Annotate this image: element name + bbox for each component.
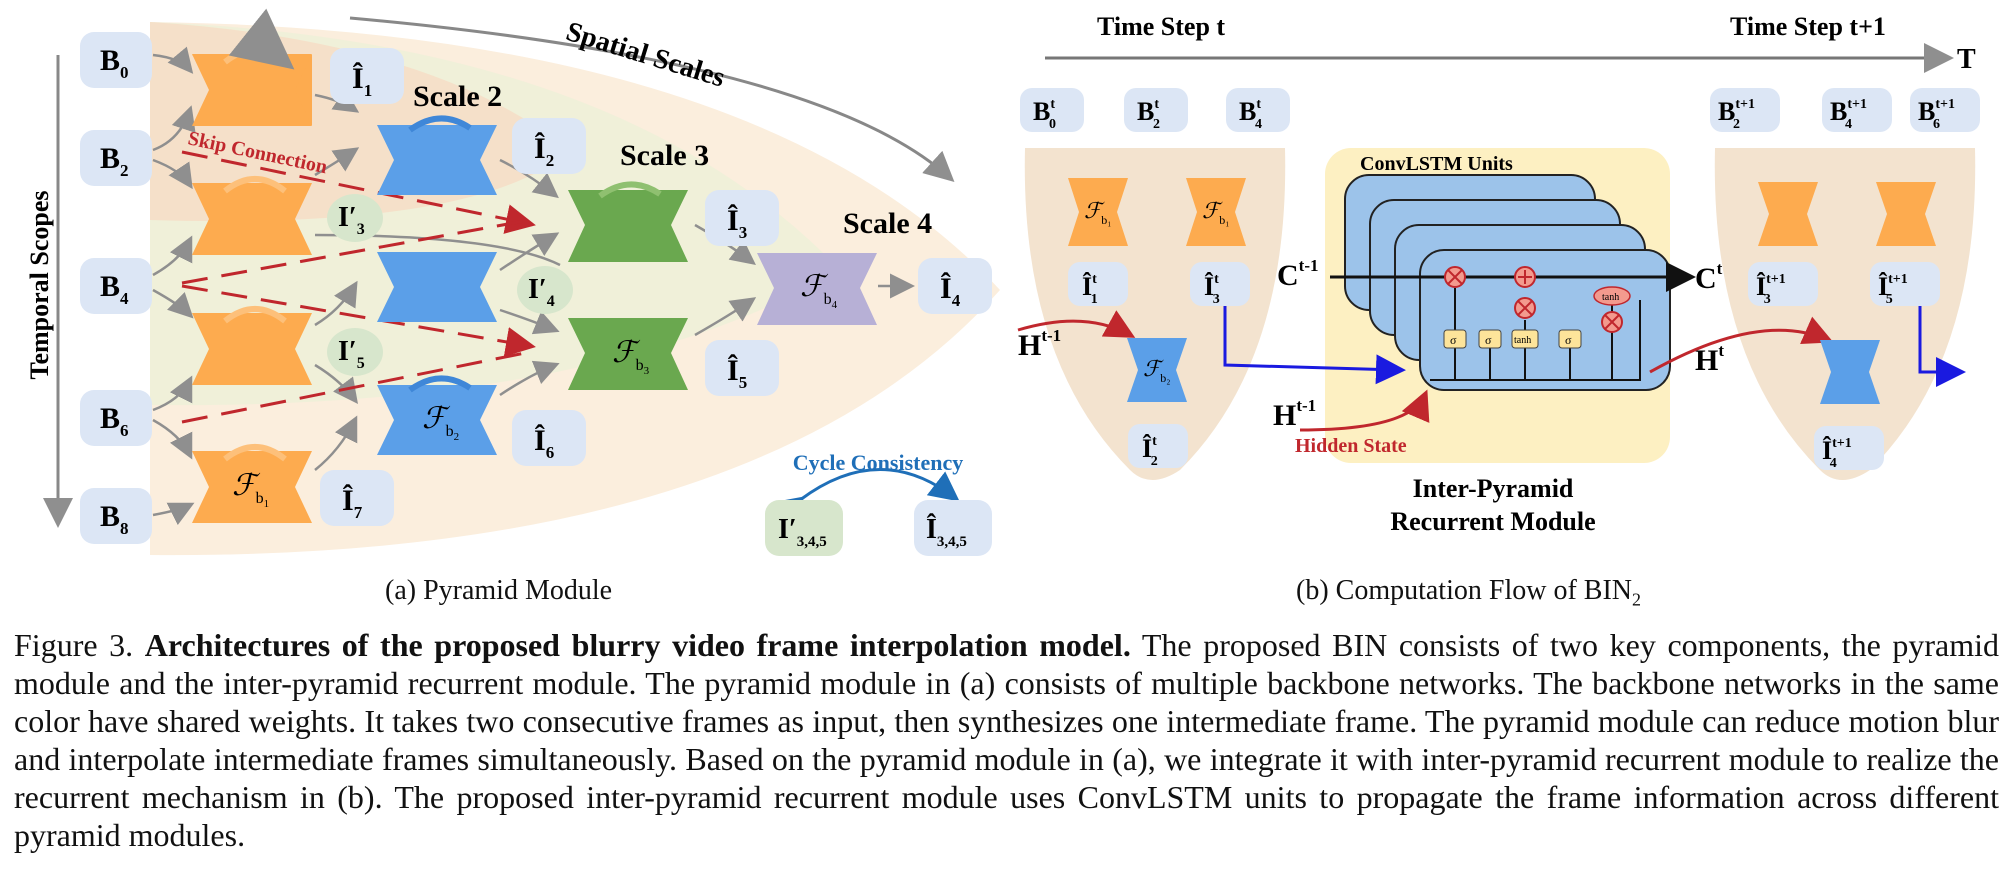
h-next: Ht <box>1695 341 1724 377</box>
subcaption-a: (a) Pyramid Module <box>385 575 613 606</box>
input-b6: B6 <box>100 402 129 440</box>
output-i3: Î3 <box>727 204 747 242</box>
svg-text:Ît2: Ît 2 <box>1142 434 1158 469</box>
lstm-ops <box>1443 266 1631 349</box>
sigma-3: σ <box>1565 333 1572 347</box>
backbone-green-1-shape <box>568 190 688 262</box>
input-t1-b4: Bt+1 4 <box>1830 97 1867 132</box>
tanh-1: tanh <box>1514 335 1531 346</box>
warped-i3: I′3 <box>338 202 365 238</box>
figure: Temporal Scopes Spatial Scales Scale 2 S… <box>25 8 1980 556</box>
c-next: Ct <box>1695 259 1723 295</box>
tanh-2: tanh <box>1602 292 1619 303</box>
panel-b: T Time Step t Time Step t+1 ConvLSTM Uni… <box>1017 12 1980 536</box>
time-axis-label: T <box>1957 44 1976 75</box>
svg-text:Ît1: Ît 1 <box>1082 272 1098 307</box>
scale4-label: Scale 4 <box>843 207 932 240</box>
input-b0: B0 <box>100 44 129 82</box>
caption-title: Architectures of the proposed blurry vid… <box>144 627 1131 663</box>
c-prev: Ct-1 <box>1277 256 1319 292</box>
cycle-output: Î3,4,5 <box>926 514 967 550</box>
caption-label: Figure 3. <box>14 627 134 663</box>
input-t-b4: Bt 4 <box>1239 97 1262 132</box>
input-b2: B2 <box>100 142 129 180</box>
h-prev-top: Ht-1 <box>1018 326 1061 362</box>
output-nodes <box>320 48 992 526</box>
caption-body: The proposed BIN consists of two key com… <box>14 627 2000 853</box>
b-net-blue <box>1127 338 1187 402</box>
output-i4: Î4 <box>940 272 961 310</box>
b-net-orange-1 <box>1068 178 1128 246</box>
sigma-2: σ <box>1485 333 1492 347</box>
module-title-2: Recurrent Module <box>1390 507 1595 536</box>
cycle-warped: I′3,4,5 <box>778 514 827 550</box>
figure-caption: Figure 3. Architectures of the proposed … <box>14 626 1999 854</box>
output-i7: Î7 <box>342 484 363 522</box>
blue-backbones <box>377 115 497 455</box>
warped-nodes <box>327 194 573 376</box>
panel-a: Temporal Scopes Spatial Scales Scale 2 S… <box>25 8 1000 556</box>
output-i1: Î1 <box>352 62 372 100</box>
scale3-label: Scale 3 <box>620 139 709 172</box>
h-prev-bottom: Ht-1 <box>1273 396 1316 432</box>
input-t1-b6: Bt+1 6 <box>1918 97 1955 132</box>
output-i2: Î2 <box>534 132 554 170</box>
b-net-blue-2 <box>1820 340 1880 404</box>
orange-backbones <box>192 8 312 523</box>
backbone-orange-4-shape <box>192 451 312 523</box>
module-title-1: Inter-Pyramid <box>1413 474 1574 503</box>
input-b8: B8 <box>100 500 129 538</box>
b-net-orange-3 <box>1758 182 1818 246</box>
backbone-blue-2-shape <box>377 252 497 322</box>
input-t-b2: Bt 2 <box>1137 97 1160 132</box>
input-b4: B4 <box>100 270 129 308</box>
svg-text:Ît3: Ît 3 <box>1204 272 1220 307</box>
svg-text:ℱb₁: ℱb₁ <box>1202 198 1229 227</box>
svg-text:ℱb₁: ℱb₁ <box>1084 198 1111 227</box>
svg-text:ℱb₂: ℱb₂ <box>1143 356 1170 385</box>
warped-i5: I′5 <box>338 336 365 372</box>
input-t1-b2: Bt+1 2 <box>1718 97 1755 132</box>
backbone-blue-1-shape <box>377 125 497 195</box>
outputs-t <box>1068 262 1940 470</box>
skip-connections <box>181 150 536 424</box>
b-net-orange-4 <box>1876 182 1936 246</box>
subcaption-b: (b) Computation Flow of BIN2 <box>1296 575 1641 610</box>
input-nodes <box>80 32 152 544</box>
hidden-state-label: Hidden State <box>1295 435 1407 457</box>
backbone-green-2-shape <box>568 318 688 390</box>
backbone-purple-shape <box>757 253 877 325</box>
input-t-b0: Bt 0 <box>1033 97 1056 132</box>
output-i6: Î6 <box>534 424 554 462</box>
spatial-axis <box>349 16 955 183</box>
connector-arrows <box>152 46 915 526</box>
backbone-orange-2-shape <box>192 183 312 255</box>
backbone-blue-3-shape <box>377 385 497 455</box>
warped-i4: I′4 <box>528 274 555 310</box>
output-i5: Î5 <box>727 354 747 392</box>
time-step-t1: Time Step t+1 <box>1730 12 1886 41</box>
backbone-orange-1-shape <box>192 54 312 126</box>
b-net-orange-2 <box>1186 178 1246 246</box>
green-backbones <box>568 181 688 390</box>
convlstm-label: ConvLSTM Units <box>1360 153 1513 175</box>
convlstm-unit <box>1419 249 1671 391</box>
cycle-consistency-arrow <box>771 468 960 527</box>
time-step-t: Time Step t <box>1097 12 1225 41</box>
sigma-1: σ <box>1450 333 1457 347</box>
temporal-scopes-label: Temporal Scopes <box>25 191 54 380</box>
scale2-label: Scale 2 <box>413 80 502 113</box>
inputs-t <box>1020 88 1980 132</box>
backbone-orange-3-shape <box>192 313 312 385</box>
cycle-consistency-label: Cycle Consistency <box>793 450 963 475</box>
